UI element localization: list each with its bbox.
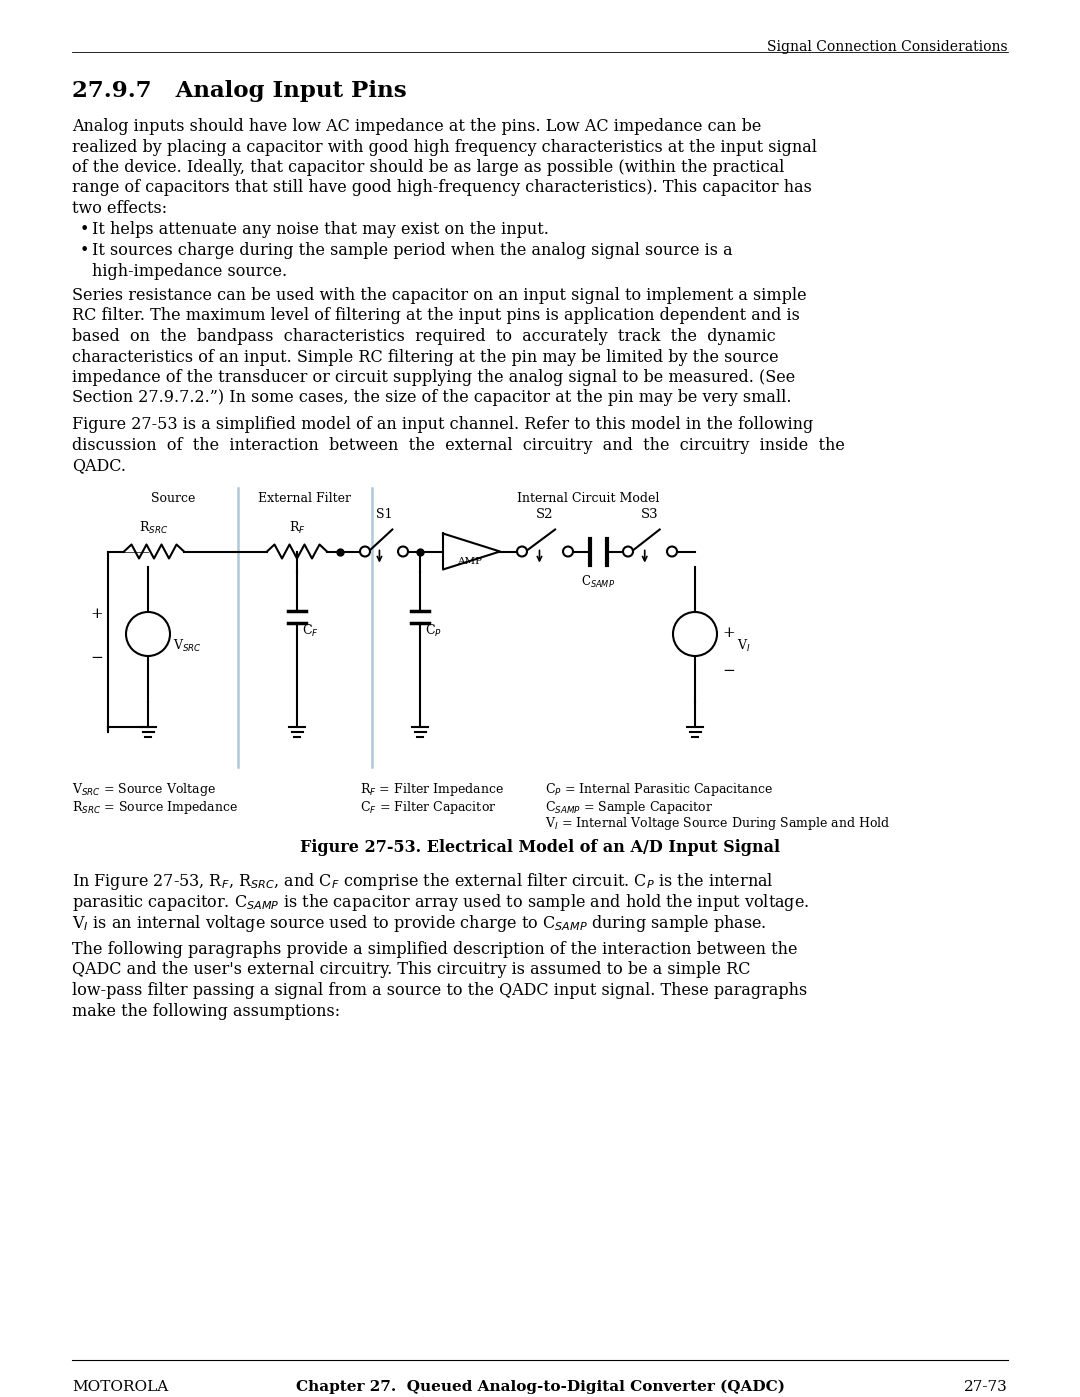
Text: +: + bbox=[723, 626, 734, 640]
Text: C$_F$ = Filter Capacitor: C$_F$ = Filter Capacitor bbox=[360, 799, 497, 816]
Text: +: + bbox=[690, 626, 700, 640]
Text: MOTOROLA: MOTOROLA bbox=[72, 1380, 168, 1394]
Text: C$_F$: C$_F$ bbox=[302, 623, 319, 638]
Text: Figure 27-53 is a simplified model of an input channel. Refer to this model in t: Figure 27-53 is a simplified model of an… bbox=[72, 416, 813, 433]
Text: •: • bbox=[80, 222, 90, 239]
Text: −: − bbox=[91, 651, 103, 665]
Text: V$_{SRC}$: V$_{SRC}$ bbox=[173, 638, 202, 654]
Text: S1: S1 bbox=[376, 509, 392, 521]
Circle shape bbox=[360, 546, 370, 556]
Text: Internal Circuit Model: Internal Circuit Model bbox=[517, 492, 660, 504]
Text: Section 27.9.7.2.”) In some cases, the size of the capacitor at the pin may be v: Section 27.9.7.2.”) In some cases, the s… bbox=[72, 390, 792, 407]
Text: R$_{SRC}$: R$_{SRC}$ bbox=[139, 520, 168, 535]
Text: R$_F$ = Filter Impedance: R$_F$ = Filter Impedance bbox=[360, 781, 504, 799]
Text: Analog inputs should have low AC impedance at the pins. Low AC impedance can be: Analog inputs should have low AC impedan… bbox=[72, 117, 761, 136]
Text: S2: S2 bbox=[537, 509, 554, 521]
Text: discussion  of  the  interaction  between  the  external  circuitry  and  the  c: discussion of the interaction between th… bbox=[72, 436, 845, 454]
Text: V$_I$ = Internal Voltage Source During Sample and Hold: V$_I$ = Internal Voltage Source During S… bbox=[545, 816, 890, 833]
Text: Source: Source bbox=[151, 492, 195, 504]
Text: high-impedance source.: high-impedance source. bbox=[92, 263, 287, 279]
Text: make the following assumptions:: make the following assumptions: bbox=[72, 1003, 340, 1020]
Text: •: • bbox=[80, 242, 90, 258]
Text: 27-73: 27-73 bbox=[964, 1380, 1008, 1394]
Text: C$_P$: C$_P$ bbox=[426, 623, 442, 638]
Text: Signal Connection Considerations: Signal Connection Considerations bbox=[768, 41, 1008, 54]
Text: two effects:: two effects: bbox=[72, 200, 167, 217]
Text: Series resistance can be used with the capacitor on an input signal to implement: Series resistance can be used with the c… bbox=[72, 286, 807, 305]
Text: The following paragraphs provide a simplified description of the interaction bet: The following paragraphs provide a simpl… bbox=[72, 942, 797, 958]
Text: 27.9.7   Analog Input Pins: 27.9.7 Analog Input Pins bbox=[72, 80, 407, 102]
Text: −: − bbox=[689, 645, 701, 659]
Text: AMP: AMP bbox=[457, 556, 482, 566]
Text: −: − bbox=[723, 664, 734, 678]
Text: range of capacitors that still have good high-frequency characteristics). This c: range of capacitors that still have good… bbox=[72, 179, 812, 197]
Text: RC filter. The maximum level of filtering at the input pins is application depen: RC filter. The maximum level of filterin… bbox=[72, 307, 800, 324]
Text: V$_I$: V$_I$ bbox=[737, 638, 751, 654]
Text: QADC and the user's external circuitry. This circuitry is assumed to be a simple: QADC and the user's external circuitry. … bbox=[72, 961, 751, 978]
Text: It sources charge during the sample period when the analog signal source is a: It sources charge during the sample peri… bbox=[92, 242, 732, 258]
Text: S3: S3 bbox=[642, 509, 659, 521]
Text: V$_I$ is an internal voltage source used to provide charge to C$_{SAMP}$ during : V$_I$ is an internal voltage source used… bbox=[72, 912, 767, 933]
Text: External Filter: External Filter bbox=[258, 492, 351, 504]
Text: R$_{SRC}$ = Source Impedance: R$_{SRC}$ = Source Impedance bbox=[72, 799, 238, 816]
Text: low-pass filter passing a signal from a source to the QADC input signal. These p: low-pass filter passing a signal from a … bbox=[72, 982, 807, 999]
Text: C$_P$ = Internal Parasitic Capacitance: C$_P$ = Internal Parasitic Capacitance bbox=[545, 781, 773, 799]
Text: characteristics of an input. Simple RC filtering at the pin may be limited by th: characteristics of an input. Simple RC f… bbox=[72, 348, 779, 366]
Circle shape bbox=[563, 546, 573, 556]
Text: It helps attenuate any noise that may exist on the input.: It helps attenuate any noise that may ex… bbox=[92, 222, 549, 239]
Text: QADC.: QADC. bbox=[72, 457, 126, 474]
Text: of the device. Ideally, that capacitor should be as large as possible (within th: of the device. Ideally, that capacitor s… bbox=[72, 159, 784, 176]
Text: +: + bbox=[91, 606, 103, 620]
Circle shape bbox=[517, 546, 527, 556]
Text: realized by placing a capacitor with good high frequency characteristics at the : realized by placing a capacitor with goo… bbox=[72, 138, 816, 155]
Circle shape bbox=[667, 546, 677, 556]
Text: C$_{SAMP}$ = Sample Capacitor: C$_{SAMP}$ = Sample Capacitor bbox=[545, 799, 713, 816]
Text: parasitic capacitor. C$_{SAMP}$ is the capacitor array used to sample and hold t: parasitic capacitor. C$_{SAMP}$ is the c… bbox=[72, 893, 809, 914]
Text: C$_{SAMP}$: C$_{SAMP}$ bbox=[581, 574, 616, 590]
Text: In Figure 27-53, R$_F$, R$_{SRC}$, and C$_F$ comprise the external filter circui: In Figure 27-53, R$_F$, R$_{SRC}$, and C… bbox=[72, 872, 773, 893]
Text: +: + bbox=[143, 626, 153, 640]
Text: R$_F$: R$_F$ bbox=[288, 520, 306, 535]
Text: −: − bbox=[143, 645, 153, 659]
Text: V$_{SRC}$ = Source Voltage: V$_{SRC}$ = Source Voltage bbox=[72, 781, 216, 799]
Text: Figure 27-53. Electrical Model of an A/D Input Signal: Figure 27-53. Electrical Model of an A/D… bbox=[300, 840, 780, 856]
Circle shape bbox=[126, 612, 170, 657]
Circle shape bbox=[673, 612, 717, 657]
Circle shape bbox=[399, 546, 408, 556]
Text: impedance of the transducer or circuit supplying the analog signal to be measure: impedance of the transducer or circuit s… bbox=[72, 369, 795, 386]
Text: Chapter 27.  Queued Analog-to-Digital Converter (QADC): Chapter 27. Queued Analog-to-Digital Con… bbox=[296, 1380, 784, 1394]
Text: based  on  the  bandpass  characteristics  required  to  accurately  track  the : based on the bandpass characteristics re… bbox=[72, 328, 775, 345]
Circle shape bbox=[623, 546, 633, 556]
